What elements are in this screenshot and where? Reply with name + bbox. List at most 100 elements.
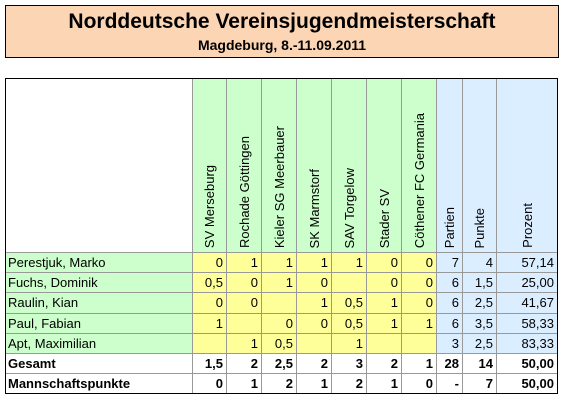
table-cell: 2 bbox=[227, 354, 262, 375]
table-cell: 50,00 bbox=[497, 354, 558, 375]
table-cell: 7 bbox=[463, 374, 497, 395]
column-header-text: Punkte bbox=[472, 207, 487, 248]
table-cell: 2,5 bbox=[463, 293, 497, 314]
table-cell: 0 bbox=[193, 374, 227, 395]
column-header: Prozent bbox=[497, 78, 558, 253]
column-header-text: Partien bbox=[442, 206, 457, 248]
table-cell: 6 bbox=[437, 293, 463, 314]
table-cell: 0 bbox=[402, 293, 437, 314]
corner bbox=[5, 78, 193, 253]
table-cell: 41,67 bbox=[497, 293, 558, 314]
table-cell: 1,5 bbox=[463, 273, 497, 294]
table-cell: 0,5 bbox=[332, 293, 367, 314]
table-cell: 0,5 bbox=[332, 313, 367, 334]
column-header: Punkte bbox=[463, 78, 497, 253]
title-box: Norddeutsche Vereinsjugendmeisterschaft … bbox=[5, 5, 559, 58]
table-cell: 1 bbox=[227, 374, 262, 395]
table-cell: 1 bbox=[402, 354, 437, 375]
table-cell: 2 bbox=[297, 354, 332, 375]
table-cell: 28 bbox=[437, 354, 463, 375]
table-cell: 1 bbox=[367, 293, 402, 314]
player-name: Fuchs, Dominik bbox=[5, 273, 193, 294]
subtitle: Magdeburg, 8.-11.09.2011 bbox=[197, 37, 367, 53]
table-cell: 0,5 bbox=[262, 333, 297, 354]
table-cell: 0 bbox=[297, 313, 332, 334]
title: Norddeutsche Vereinsjugendmeisterschaft bbox=[68, 10, 496, 33]
table-cell: 0 bbox=[262, 313, 297, 334]
table-cell: - bbox=[437, 374, 463, 395]
table-cell bbox=[367, 333, 402, 354]
table-cell: 3 bbox=[332, 354, 367, 375]
table-cell: 0 bbox=[402, 253, 437, 274]
table-cell: 0 bbox=[297, 273, 332, 294]
summary-label: Mannschaftspunkte bbox=[5, 374, 193, 395]
table-cell: 14 bbox=[463, 354, 497, 375]
table-cell: 0,5 bbox=[193, 273, 227, 294]
column-header-text: Stader SV bbox=[376, 188, 392, 248]
column-header-text: Cöthener FC Germania bbox=[411, 112, 427, 248]
table-cell: 83,33 bbox=[497, 333, 558, 354]
table-cell: 0 bbox=[367, 253, 402, 274]
table-cell bbox=[332, 273, 367, 294]
table-cell: 2 bbox=[332, 374, 367, 395]
column-header: Cöthener FC Germania bbox=[402, 78, 437, 253]
table-cell: 2,5 bbox=[262, 354, 297, 375]
table-cell: 1 bbox=[332, 333, 367, 354]
table-cell: 1 bbox=[193, 313, 227, 334]
table-cell: 3,5 bbox=[463, 313, 497, 334]
table-cell: 0 bbox=[193, 253, 227, 274]
table-cell bbox=[297, 333, 332, 354]
column-header-text: SAV Torgelow bbox=[341, 167, 357, 248]
column-header: SK Marmstorf bbox=[297, 78, 332, 253]
column-header: SV Merseburg bbox=[193, 78, 227, 253]
table-cell: 1 bbox=[367, 374, 402, 395]
table-cell: 6 bbox=[437, 273, 463, 294]
table-cell: 0 bbox=[402, 374, 437, 395]
table-cell: 1 bbox=[402, 313, 437, 334]
table-cell: 25,00 bbox=[497, 273, 558, 294]
table-cell: 50,00 bbox=[497, 374, 558, 395]
column-header-text: Prozent bbox=[519, 203, 535, 248]
table-cell bbox=[402, 333, 437, 354]
table-cell: 2,5 bbox=[463, 333, 497, 354]
column-header: Rochade Göttingen bbox=[227, 78, 262, 253]
table-cell: 1,5 bbox=[193, 354, 227, 375]
table-cell: 1 bbox=[227, 333, 262, 354]
table-cell: 2 bbox=[367, 354, 402, 375]
table-cell: 57,14 bbox=[497, 253, 558, 274]
column-header-text: SK Marmstorf bbox=[306, 168, 322, 248]
table-cell: 1 bbox=[297, 253, 332, 274]
column-header-text: Kieler SG Meerbauer bbox=[271, 125, 287, 248]
column-header: Partien bbox=[437, 78, 463, 253]
table-cell bbox=[262, 293, 297, 314]
table-cell: 2 bbox=[262, 374, 297, 395]
table-cell: 1 bbox=[297, 374, 332, 395]
table-cell: 3 bbox=[437, 333, 463, 354]
column-header-text: Rochade Göttingen bbox=[236, 135, 252, 248]
table-cell: 1 bbox=[262, 253, 297, 274]
table-cell: 6 bbox=[437, 313, 463, 334]
table-cell: 1 bbox=[332, 253, 367, 274]
column-header: SAV Torgelow bbox=[332, 78, 367, 253]
player-name: Perestjuk, Marko bbox=[5, 253, 193, 274]
table-cell: 0 bbox=[227, 273, 262, 294]
player-name: Paul, Fabian bbox=[5, 313, 193, 334]
column-header: Stader SV bbox=[367, 78, 402, 253]
table-cell: 4 bbox=[463, 253, 497, 274]
column-header: Kieler SG Meerbauer bbox=[262, 78, 297, 253]
table-cell: 0 bbox=[193, 293, 227, 314]
table-cell: 0 bbox=[402, 273, 437, 294]
table-cell bbox=[193, 333, 227, 354]
player-name: Apt, Maximilian bbox=[5, 333, 193, 354]
table-cell: 0 bbox=[227, 293, 262, 314]
table-cell: 0 bbox=[367, 273, 402, 294]
table-cell: 1 bbox=[297, 293, 332, 314]
table-cell bbox=[227, 313, 262, 334]
table-cell: 1 bbox=[227, 253, 262, 274]
summary-label: Gesamt bbox=[5, 354, 193, 375]
player-name: Raulin, Kian bbox=[5, 293, 193, 314]
table-cell: 58,33 bbox=[497, 313, 558, 334]
table-cell: 7 bbox=[437, 253, 463, 274]
column-header-text: SV Merseburg bbox=[202, 164, 217, 248]
